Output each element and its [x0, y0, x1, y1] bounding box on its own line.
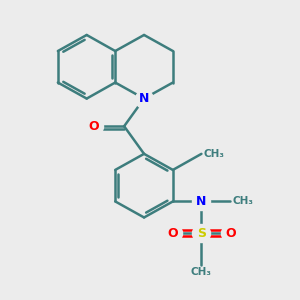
Text: CH₃: CH₃	[232, 196, 254, 206]
Text: N: N	[196, 195, 207, 208]
Text: N: N	[139, 92, 149, 105]
Text: CH₃: CH₃	[191, 266, 212, 277]
Text: O: O	[168, 227, 178, 240]
Text: O: O	[88, 120, 99, 133]
Text: O: O	[225, 227, 236, 240]
Text: S: S	[197, 227, 206, 240]
Text: CH₃: CH₃	[204, 149, 225, 159]
